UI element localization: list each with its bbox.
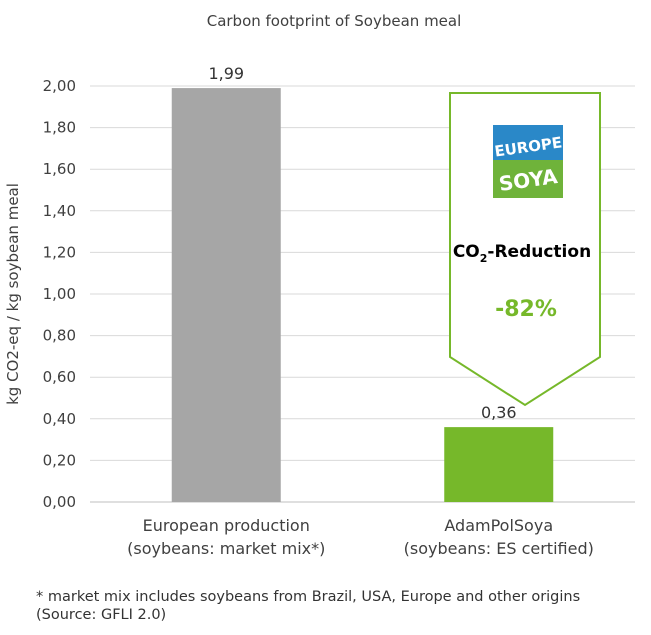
y-axis-label: kg CO2-eq / kg soybean meal (4, 183, 22, 405)
data-labels: 1,99 0,36 (208, 64, 516, 422)
y-tick-label: 1,20 (43, 243, 76, 261)
category-labels: European production (soybeans: market mix… (127, 516, 594, 558)
bar (444, 427, 554, 502)
footnote-line-1: * market mix includes soybeans from Braz… (36, 589, 581, 605)
footnote: * market mix includes soybeans from Braz… (36, 588, 648, 624)
data-label: 0,36 (481, 403, 517, 422)
reduction-title: CO2-Reduction (453, 242, 591, 265)
reduction-percent: -82% (495, 297, 557, 322)
y-tick-label: 0,00 (43, 493, 76, 511)
bar (171, 88, 281, 502)
chart: Carbon footprint of Soybean meal 0,00 0,2… (4, 12, 635, 558)
y-tick-label: 0,60 (43, 368, 76, 386)
chart-title: Carbon footprint of Soybean meal (207, 12, 462, 30)
y-tick-label: 1,00 (43, 285, 76, 303)
y-tick-label: 0,20 (43, 451, 76, 469)
europe-soya-logo: EUROPE SOYA (493, 125, 563, 198)
category-label-line2: (soybeans: ES certified) (404, 539, 594, 558)
reduction-callout: EUROPE SOYA CO2-Reduction -82% (449, 92, 601, 407)
data-label: 1,99 (208, 64, 244, 83)
y-tick-label: 0,80 (43, 327, 76, 345)
category-label-line2: (soybeans: market mix*) (127, 539, 325, 558)
y-tick-label: 2,00 (43, 77, 76, 95)
y-axis-ticks: 0,00 0,20 0,40 0,60 0,80 1,00 1,20 1,40 1,60 1,80… (43, 77, 76, 511)
y-tick-label: 1,60 (43, 160, 76, 178)
y-tick-label: 0,40 (43, 410, 76, 428)
category-label-line1: European production (143, 516, 310, 535)
y-tick-label: 1,40 (43, 202, 76, 220)
y-tick-label: 1,80 (43, 119, 76, 137)
category-label-line1: AdamPolSoya (444, 516, 553, 535)
logo-bottom-block (493, 160, 563, 198)
bars (171, 88, 554, 502)
footnote-line-2: (Source: GFLI 2.0) (36, 607, 167, 623)
logo-top-block (493, 125, 563, 160)
